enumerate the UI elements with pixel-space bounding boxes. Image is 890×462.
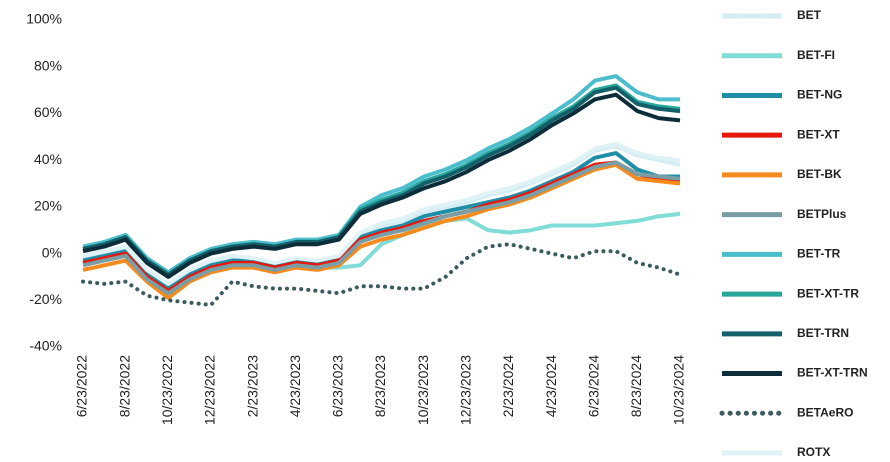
- y-tick-label: 40%: [34, 151, 62, 167]
- y-tick-label: 80%: [34, 57, 62, 73]
- line-series: [82, 160, 681, 296]
- line-series: [82, 160, 681, 293]
- x-tick-label: 12/23/2023: [457, 355, 473, 425]
- line-series: [82, 92, 681, 279]
- x-tick-label: 8/23/2023: [372, 355, 388, 417]
- x-tick-label: 8/23/2024: [628, 355, 644, 417]
- x-tick-label: 4/23/2024: [543, 355, 559, 417]
- x-tick-label: 6/23/2023: [330, 355, 346, 417]
- legend-label: BET-XT-TRN: [797, 366, 868, 380]
- x-tick-label: 2/23/2023: [244, 355, 260, 417]
- line-series: [82, 162, 681, 300]
- x-tick-label: 4/23/2023: [287, 355, 303, 417]
- legend-label: BET-XT-TR: [797, 286, 859, 300]
- y-tick-label: -20%: [29, 291, 62, 307]
- legend-label: BET-TRN: [797, 326, 849, 340]
- x-tick-label: 2/23/2024: [500, 355, 516, 417]
- line-series: [81, 242, 682, 307]
- line-series: [82, 141, 681, 286]
- y-tick-label: 60%: [34, 104, 62, 120]
- legend-label: BET: [797, 8, 822, 22]
- y-tick-label: -40%: [29, 338, 62, 354]
- legend-label: ROTX: [797, 445, 830, 459]
- y-tick-label: 20%: [34, 198, 62, 214]
- legend-label: BET-TR: [797, 247, 841, 261]
- legend-label: BET-XT: [797, 127, 840, 141]
- x-tick-label: 10/23/2024: [671, 355, 687, 425]
- y-tick-label: 100%: [26, 11, 62, 27]
- legend-label: BETAeRO: [797, 405, 853, 419]
- legend-label: BETPlus: [797, 207, 847, 221]
- y-tick-label: 0%: [42, 244, 62, 260]
- legend-label: BET-BK: [797, 167, 842, 181]
- x-tick-label: 10/23/2023: [415, 355, 431, 425]
- x-tick-label: 8/23/2022: [116, 355, 132, 417]
- legend-label: BET-NG: [797, 88, 842, 102]
- x-tick-label: 12/23/2022: [202, 355, 218, 425]
- x-tick-label: 10/23/2022: [159, 355, 175, 425]
- x-tick-label: 6/23/2022: [74, 355, 90, 417]
- legend-label: BET-FI: [797, 48, 835, 62]
- x-tick-label: 6/23/2024: [585, 355, 601, 417]
